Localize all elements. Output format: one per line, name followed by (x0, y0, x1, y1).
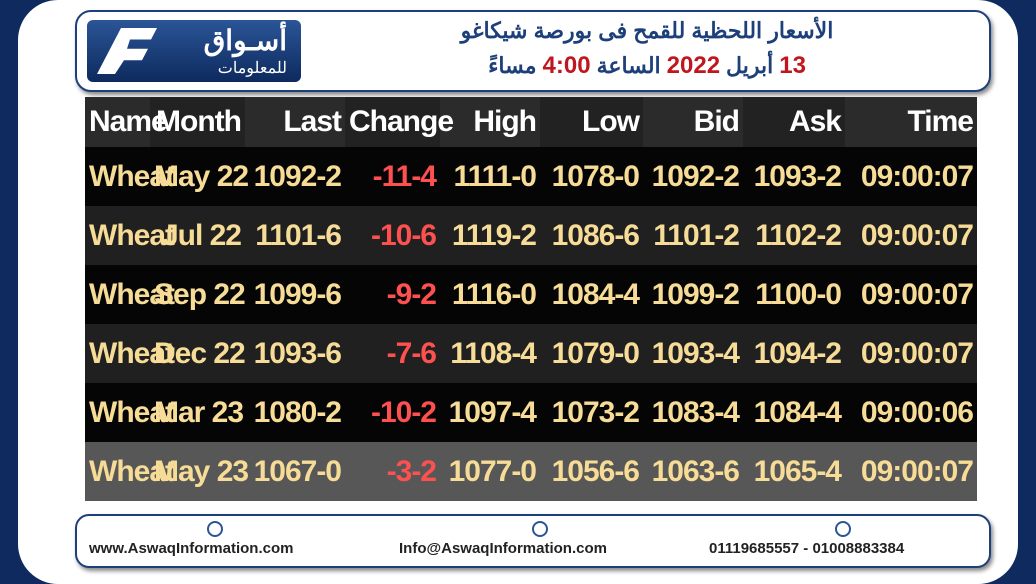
cell: May 23 (150, 442, 249, 501)
cell: 1084-4 (743, 383, 845, 442)
cell: 1099-2 (643, 265, 743, 324)
column-header: Ask (743, 97, 845, 147)
table-row: Wheat Mar 23 1080-2 -10-2 1097-4 1073-2 1083-4… (85, 383, 977, 442)
email[interactable]: Info@AswaqInformation.com (399, 540, 607, 557)
table-row: Wheat Sep 22 1099-6 -9-2 1116-0 1084-4 1099-2 1… (85, 265, 977, 324)
table-row: Wheat Dec 22 1093-6 -7-6 1108-4 1079-0 1093-4 1… (85, 324, 977, 383)
table-row: Wheat Jul 22 1101-6 -10-6 1119-2 1086-6 1101-2… (85, 206, 977, 265)
phones: 01119685557 - 01008883384 (709, 540, 905, 557)
cell: 1100-0 (743, 265, 845, 324)
cell: 1099-6 (245, 265, 345, 324)
website[interactable]: www.AswaqInformation.com (89, 540, 294, 557)
cell: Wheat (85, 324, 175, 383)
cell: 1073-2 (540, 383, 643, 442)
cell: 1102-2 (743, 206, 845, 265)
logo: أسـواق للمعلومات (87, 20, 301, 82)
cell: Sep 22 (150, 265, 246, 324)
table-row: Wheat May 22 1092-2 -11-4 1111-0 1078-0 1092-2… (85, 147, 977, 206)
cell: Dec 22 (150, 324, 246, 383)
price-table: Name Month Last Change High Low Bid Ask Time Whea… (85, 97, 977, 501)
cell: 1063-6 (643, 442, 743, 501)
cell: Wheat (85, 383, 175, 442)
cell: 1093-6 (245, 324, 345, 383)
subtitle-part: الساعة (596, 53, 661, 78)
column-header: Time (845, 97, 977, 147)
cell: Wheat (85, 442, 175, 501)
cell: 1080-2 (245, 383, 345, 442)
subtitle-part: مساءً (488, 53, 537, 78)
subtitle-part: 2022 (666, 52, 721, 79)
column-header: Last (245, 97, 345, 147)
cell: 1111-0 (440, 147, 540, 206)
cell: 1092-2 (643, 147, 743, 206)
table-row: Wheat May 23 1067-0 -3-2 1077-0 1056-6 1063-6 1… (85, 442, 977, 501)
cell: Wheat (85, 265, 175, 324)
subtitle-part: 4:00 (542, 52, 591, 79)
cell: 1086-6 (540, 206, 643, 265)
column-header: Name (85, 97, 168, 147)
cell: -7-6 (345, 324, 440, 383)
logo-tagline: للمعلومات (217, 60, 287, 77)
logo-name: أسـواق (203, 25, 287, 56)
cell: 1065-4 (743, 442, 845, 501)
footer: www.AswaqInformation.com Info@AswaqInfor… (75, 514, 991, 568)
cell: 1084-4 (540, 265, 643, 324)
cell: 09:00:06 (845, 383, 977, 442)
cell: 1067-0 (245, 442, 345, 501)
cell: 1077-0 (440, 442, 540, 501)
cell: 09:00:07 (845, 206, 977, 265)
cell: -9-2 (345, 265, 440, 324)
web-icon (207, 521, 223, 537)
cell: Jul 22 (150, 206, 245, 265)
title: الأسعار اللحظية للقمح فى بورصة شيكاغو (460, 18, 834, 43)
cell: 1092-2 (245, 147, 345, 206)
cell: 09:00:07 (845, 147, 977, 206)
column-header: High (440, 97, 540, 147)
cell: 09:00:07 (845, 265, 977, 324)
subtitle-part: أبريل (726, 53, 774, 78)
cell: 09:00:07 (845, 324, 977, 383)
cell: Mar 23 (150, 383, 245, 442)
cell: 09:00:07 (845, 442, 977, 501)
column-header: Low (540, 97, 643, 147)
subtitle-part: 13 (779, 52, 806, 79)
column-header: Month (150, 97, 245, 147)
header-row: Name Month Last Change High Low Bid Ask Time (85, 97, 977, 147)
cell: 1097-4 (440, 383, 540, 442)
cell: Wheat (85, 147, 175, 206)
cell: 1079-0 (540, 324, 643, 383)
cell: -10-2 (345, 383, 440, 442)
column-header: Bid (643, 97, 743, 147)
cell: 1083-4 (643, 383, 743, 442)
cell: 1056-6 (540, 442, 643, 501)
cell: -11-4 (345, 147, 440, 206)
cell: -10-6 (345, 206, 440, 265)
column-header: Change (345, 97, 454, 147)
cell: May 22 (150, 147, 249, 206)
cell: 1101-2 (643, 206, 743, 265)
cell: -3-2 (345, 442, 440, 501)
logo-mark (97, 28, 157, 74)
cell: 1094-2 (743, 324, 845, 383)
cell: 1108-4 (440, 324, 540, 383)
cell: 1093-4 (643, 324, 743, 383)
subtitle: 13أبريل2022الساعة4:00مساءً (317, 52, 977, 80)
cell: Wheat (85, 206, 175, 265)
cell: 1116-0 (440, 265, 540, 324)
cell: 1101-6 (245, 206, 345, 265)
cell: 1119-2 (440, 206, 540, 265)
email-icon (532, 521, 548, 537)
header: أسـواق للمعلومات الأسعار اللحظية للقمح ف… (75, 10, 991, 92)
cell: 1093-2 (743, 147, 845, 206)
cell: 1078-0 (540, 147, 643, 206)
phone-icon (835, 521, 851, 537)
